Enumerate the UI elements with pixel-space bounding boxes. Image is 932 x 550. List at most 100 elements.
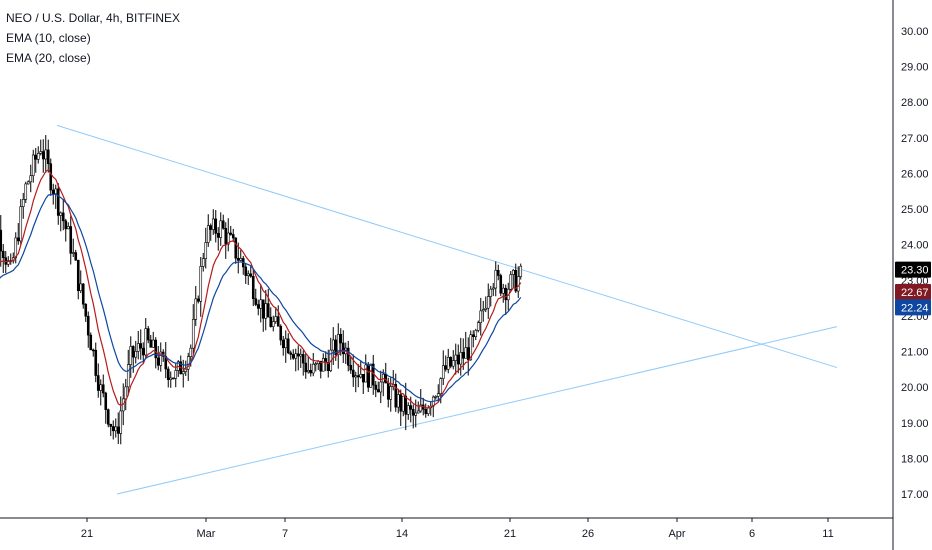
candle xyxy=(501,283,505,303)
candle xyxy=(119,396,123,445)
candle xyxy=(84,303,88,322)
candle xyxy=(201,252,205,272)
y-tick-label: 29.00 xyxy=(901,62,929,74)
candle xyxy=(194,286,198,326)
candle xyxy=(19,199,23,245)
candle xyxy=(366,361,370,393)
candle xyxy=(109,423,113,437)
candle xyxy=(99,379,103,406)
candle xyxy=(209,223,213,241)
candle xyxy=(149,334,153,348)
candle xyxy=(434,395,438,400)
candle xyxy=(244,263,248,284)
candle xyxy=(399,389,403,426)
ema-10-line xyxy=(0,169,522,409)
candle xyxy=(219,212,223,246)
candle xyxy=(284,330,288,363)
candle xyxy=(91,348,95,357)
candle xyxy=(81,283,85,309)
candle xyxy=(251,268,255,307)
candle xyxy=(481,300,485,322)
candles-layer xyxy=(0,135,523,445)
candle xyxy=(391,370,395,391)
chart-legend: NEO / U.S. Dollar, 4h, BITFINEX EMA (10,… xyxy=(6,8,180,68)
candle xyxy=(319,360,323,379)
candle xyxy=(179,355,183,375)
candle xyxy=(361,374,365,395)
candle xyxy=(21,192,25,219)
candle xyxy=(159,342,163,372)
candle xyxy=(364,354,368,383)
candle xyxy=(229,225,233,236)
indicator-ema-10-label: EMA (10, close) xyxy=(6,31,91,45)
candle xyxy=(299,348,303,368)
x-tick-label: 6 xyxy=(749,528,755,540)
candle xyxy=(234,237,238,264)
candle xyxy=(139,329,143,360)
indicator-ema-20-label: EMA (20, close) xyxy=(6,51,91,65)
y-tick-label: 25.00 xyxy=(901,204,929,216)
candle xyxy=(239,249,243,262)
candle xyxy=(216,227,220,251)
candle xyxy=(44,135,48,173)
candle xyxy=(406,402,410,420)
candle xyxy=(86,311,90,348)
candle xyxy=(314,362,318,372)
candle xyxy=(456,344,460,374)
candle xyxy=(296,345,300,371)
candle xyxy=(49,158,53,196)
trendline-lower[interactable] xyxy=(116,326,838,495)
candle xyxy=(301,350,305,376)
y-tick-label: 20.00 xyxy=(901,382,929,394)
candle xyxy=(454,343,458,375)
x-tick-label: 21 xyxy=(504,528,516,540)
ema-20-line xyxy=(0,193,522,403)
candle xyxy=(356,364,360,388)
candle xyxy=(76,259,80,300)
candle xyxy=(311,353,315,377)
candle xyxy=(471,330,475,348)
candle xyxy=(111,420,115,440)
candle xyxy=(14,232,18,264)
candle xyxy=(459,337,463,376)
candle xyxy=(259,284,263,323)
candle xyxy=(411,404,415,429)
candle xyxy=(59,211,63,232)
candle xyxy=(344,342,348,364)
candle xyxy=(156,346,160,371)
ema-layer xyxy=(0,169,522,409)
candle xyxy=(369,363,373,388)
candle xyxy=(146,325,150,344)
x-tick-label: 21 xyxy=(81,528,93,540)
y-tick-label: 18.00 xyxy=(901,453,929,465)
candle xyxy=(309,363,313,377)
candle xyxy=(424,403,428,418)
price-tag: 22.24 xyxy=(895,299,931,316)
candle xyxy=(36,146,40,164)
candle xyxy=(291,349,295,360)
candle xyxy=(26,180,30,185)
candle xyxy=(379,370,383,404)
candle xyxy=(506,282,510,311)
candle xyxy=(141,342,145,363)
trendline-upper[interactable] xyxy=(56,124,838,369)
candle xyxy=(39,139,43,156)
candle xyxy=(0,215,3,267)
candle xyxy=(341,330,345,364)
candle xyxy=(441,350,445,386)
candle xyxy=(154,337,158,369)
candle xyxy=(246,270,250,285)
candle xyxy=(401,395,405,417)
candle xyxy=(336,323,340,369)
candle xyxy=(71,238,75,257)
x-tick-label: Mar xyxy=(197,528,216,540)
candle xyxy=(114,418,118,438)
candle xyxy=(74,249,78,261)
candle xyxy=(426,405,430,417)
candle xyxy=(41,139,45,173)
candle xyxy=(354,371,358,393)
candle xyxy=(16,223,20,245)
candle xyxy=(494,261,498,297)
